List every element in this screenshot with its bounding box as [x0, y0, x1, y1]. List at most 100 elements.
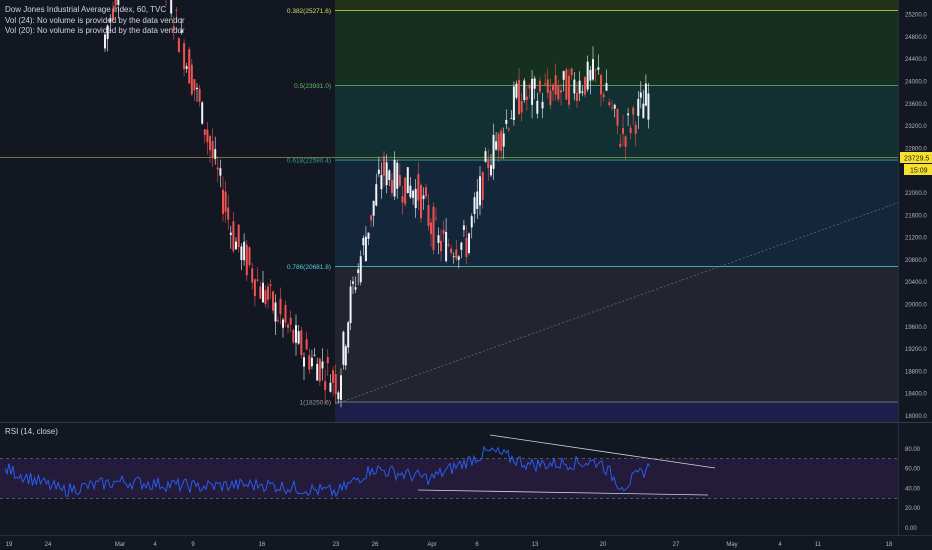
- candle-body: [624, 136, 627, 147]
- candle-body: [462, 225, 465, 230]
- rsi-pane[interactable]: 80.00 60.00 40.00 20.00 0.00: [0, 434, 921, 532]
- candle-body: [264, 290, 267, 305]
- price-tick: 18000.0: [905, 414, 927, 420]
- candle-body: [570, 68, 573, 76]
- time-tick: 27: [673, 542, 680, 548]
- rsi-trendline-upper[interactable]: [489, 434, 716, 469]
- candle-body: [460, 242, 463, 250]
- time-axis[interactable]: 19 24 Mar 4 9 16 23 26 Apr 6 13 20 27 May 4 11 18: [0, 535, 932, 549]
- candle-body: [279, 298, 282, 315]
- candle-body: [549, 90, 552, 106]
- candle-body: [602, 94, 605, 98]
- candle-body: [297, 331, 300, 344]
- fib-level-label: 1(18250.6): [300, 400, 331, 407]
- candle-body: [627, 113, 630, 116]
- candle-body: [224, 191, 227, 212]
- candle-body: [390, 180, 393, 194]
- price-tick: 24800.0: [905, 35, 927, 41]
- candle-body: [198, 88, 201, 102]
- candle-body: [251, 268, 254, 283]
- candle-body: [401, 196, 404, 203]
- candle-body: [380, 175, 383, 190]
- current-price-badge-bg: [900, 152, 932, 163]
- candle-body: [337, 392, 340, 400]
- time-tick: 20: [600, 542, 607, 548]
- candle-body: [112, 8, 114, 20]
- candle-body: [412, 190, 415, 198]
- candle-body: [227, 207, 230, 220]
- candle-body: [576, 92, 578, 102]
- candlestick-series[interactable]: [104, 0, 650, 408]
- time-tick: 6: [475, 542, 479, 548]
- time-tick: 9: [191, 542, 195, 548]
- fib-retracement[interactable]: 0.236(26930.3)0.382(25271.6)0.5(23931.0)…: [287, 0, 898, 422]
- candle-body: [377, 169, 380, 174]
- candle-body: [109, 18, 112, 23]
- candle-body: [632, 107, 635, 115]
- time-tick: 4: [778, 542, 782, 548]
- candle-body: [232, 221, 235, 252]
- candle-body: [406, 167, 409, 194]
- candle-body: [584, 76, 586, 95]
- candle-body: [359, 256, 362, 283]
- candle-body: [305, 339, 308, 350]
- price-tick: 20400.0: [905, 280, 927, 286]
- candle-body: [546, 79, 549, 93]
- candle-body: [568, 75, 570, 105]
- candle-body: [357, 269, 360, 274]
- countdown-badge: 15:09: [904, 164, 932, 175]
- candle-body: [510, 118, 513, 120]
- candle-body: [586, 61, 589, 90]
- candle-body: [248, 247, 251, 266]
- candle-body: [562, 71, 565, 80]
- candle-body: [536, 100, 539, 114]
- candle-body: [214, 149, 217, 159]
- candle-body: [375, 184, 378, 206]
- candle-body: [240, 246, 243, 260]
- rsi-trendline-lower[interactable]: [417, 489, 709, 496]
- candle-body: [427, 205, 430, 227]
- candle-body: [321, 361, 324, 369]
- candle-body: [370, 215, 373, 221]
- candle-body: [589, 69, 592, 81]
- volume-24-legend[interactable]: Vol (24): No volume is provided by the d…: [5, 16, 185, 25]
- time-tick: 24: [45, 542, 52, 548]
- candle-body: [262, 282, 264, 303]
- candle-body: [267, 286, 269, 300]
- chart-title[interactable]: Dow Jones Industrial Average Index, 60, …: [5, 5, 167, 14]
- time-tick: 19: [6, 542, 13, 548]
- candle-body: [295, 325, 297, 343]
- candle-body: [605, 83, 608, 91]
- candle-body: [450, 248, 453, 253]
- candle-body: [613, 104, 616, 109]
- candle-body: [600, 75, 602, 95]
- candle-body: [104, 34, 106, 49]
- candle-body: [481, 172, 484, 200]
- time-tick: 16: [259, 542, 266, 548]
- candle-body: [520, 100, 523, 113]
- fib-level-label: 0.5(23931.0): [294, 83, 331, 90]
- candle-body: [409, 185, 412, 198]
- candle-body: [437, 235, 440, 243]
- candle-body: [332, 370, 335, 383]
- candle-body: [597, 67, 600, 70]
- rsi-legend[interactable]: RSI (14, close): [5, 427, 58, 436]
- candle-body: [500, 130, 503, 152]
- candle-body: [497, 133, 500, 151]
- candle-body: [329, 382, 332, 392]
- candle-body: [367, 232, 370, 239]
- time-tick: 13: [532, 542, 539, 548]
- rsi-line[interactable]: [4, 445, 651, 498]
- price-tick: 19600.0: [905, 325, 927, 331]
- candle-body: [206, 129, 209, 143]
- price-tick: 23200.0: [905, 124, 927, 130]
- rsi-tick: 60.00: [905, 467, 921, 473]
- volume-20-legend[interactable]: Vol (20): No volume is provided by the d…: [5, 26, 185, 35]
- candle-body: [175, 10, 178, 12]
- price-tick: 21600.0: [905, 213, 927, 219]
- candle-body: [581, 91, 584, 93]
- candle-body: [594, 69, 597, 71]
- time-tick: 26: [372, 542, 379, 548]
